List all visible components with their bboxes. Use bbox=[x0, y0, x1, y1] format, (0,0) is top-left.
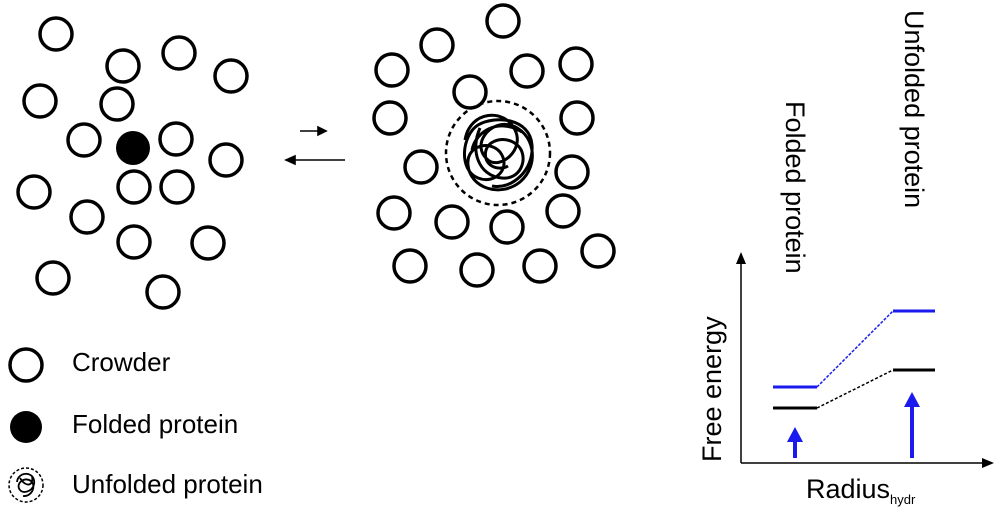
legend-crowder-icon bbox=[8, 347, 44, 383]
energy-plot bbox=[736, 252, 994, 468]
right-crowder-8 bbox=[559, 100, 595, 136]
x-axis bbox=[741, 458, 994, 468]
dilute-connector bbox=[816, 369, 894, 409]
unfolded-stabilization-arrow bbox=[904, 392, 920, 458]
left-crowder-7 bbox=[66, 122, 102, 158]
left-crowder-1 bbox=[38, 16, 74, 52]
left-crowder-13 bbox=[69, 199, 105, 235]
y-axis-label: Free energy bbox=[697, 316, 727, 462]
right-crowder-14 bbox=[545, 193, 581, 229]
x-axis-label-main: Radius bbox=[806, 474, 891, 504]
legend-crowder-label: Crowder bbox=[72, 347, 171, 377]
right-crowder-7 bbox=[372, 100, 408, 136]
right-crowder-field bbox=[372, 3, 616, 288]
left-crowder-4 bbox=[213, 58, 249, 94]
y-axis bbox=[736, 252, 746, 463]
right-crowder-10 bbox=[554, 154, 590, 190]
folded-stabilization-arrow bbox=[787, 427, 803, 458]
equilibrium-arrows bbox=[284, 125, 345, 166]
right-crowder-4 bbox=[558, 46, 594, 82]
left-crowder-3 bbox=[105, 48, 141, 84]
right-crowder-3 bbox=[509, 53, 545, 89]
right-crowder-18 bbox=[580, 233, 616, 269]
unfolded-protein-level-label: Unfolded protein bbox=[899, 10, 929, 209]
legend-unfolded-label: Unfolded protein bbox=[72, 469, 263, 499]
left-crowder-17 bbox=[145, 274, 181, 310]
right-crowder-5 bbox=[374, 52, 410, 88]
left-crowder-12 bbox=[159, 169, 195, 205]
left-crowder-2 bbox=[161, 35, 197, 71]
right-crowder-2 bbox=[419, 27, 455, 63]
legend-unfolded-icon bbox=[8, 467, 44, 503]
right-crowder-11 bbox=[376, 195, 412, 231]
left-crowder-11 bbox=[116, 169, 152, 205]
left-crowder-8 bbox=[158, 121, 194, 157]
legend bbox=[8, 347, 44, 503]
right-crowder-6 bbox=[452, 74, 488, 110]
folded-protein-level-label: Folded protein bbox=[780, 101, 810, 274]
right-crowder-9 bbox=[403, 149, 439, 185]
folded-protein-sphere bbox=[116, 131, 150, 165]
left-crowder-6 bbox=[99, 86, 135, 122]
x-axis-label: Radiushydr bbox=[806, 474, 915, 507]
left-crowder-10 bbox=[16, 174, 52, 210]
left-crowder-field bbox=[16, 16, 249, 310]
legend-folded-label: Folded protein bbox=[72, 409, 239, 439]
left-crowder-16 bbox=[35, 260, 71, 296]
right-crowder-12 bbox=[434, 204, 470, 240]
left-crowder-14 bbox=[116, 224, 152, 260]
left-crowder-5 bbox=[22, 83, 58, 119]
right-crowder-13 bbox=[489, 209, 525, 245]
left-crowder-15 bbox=[190, 225, 226, 261]
unfolded-protein-coil bbox=[444, 99, 552, 207]
right-crowder-17 bbox=[522, 248, 558, 284]
x-axis-label-subscript: hydr bbox=[890, 492, 916, 507]
right-crowder-16 bbox=[459, 252, 495, 288]
right-crowder-15 bbox=[392, 248, 428, 284]
legend-folded-icon bbox=[10, 411, 42, 443]
right-crowder-1 bbox=[485, 3, 521, 39]
left-crowder-9 bbox=[208, 142, 244, 178]
